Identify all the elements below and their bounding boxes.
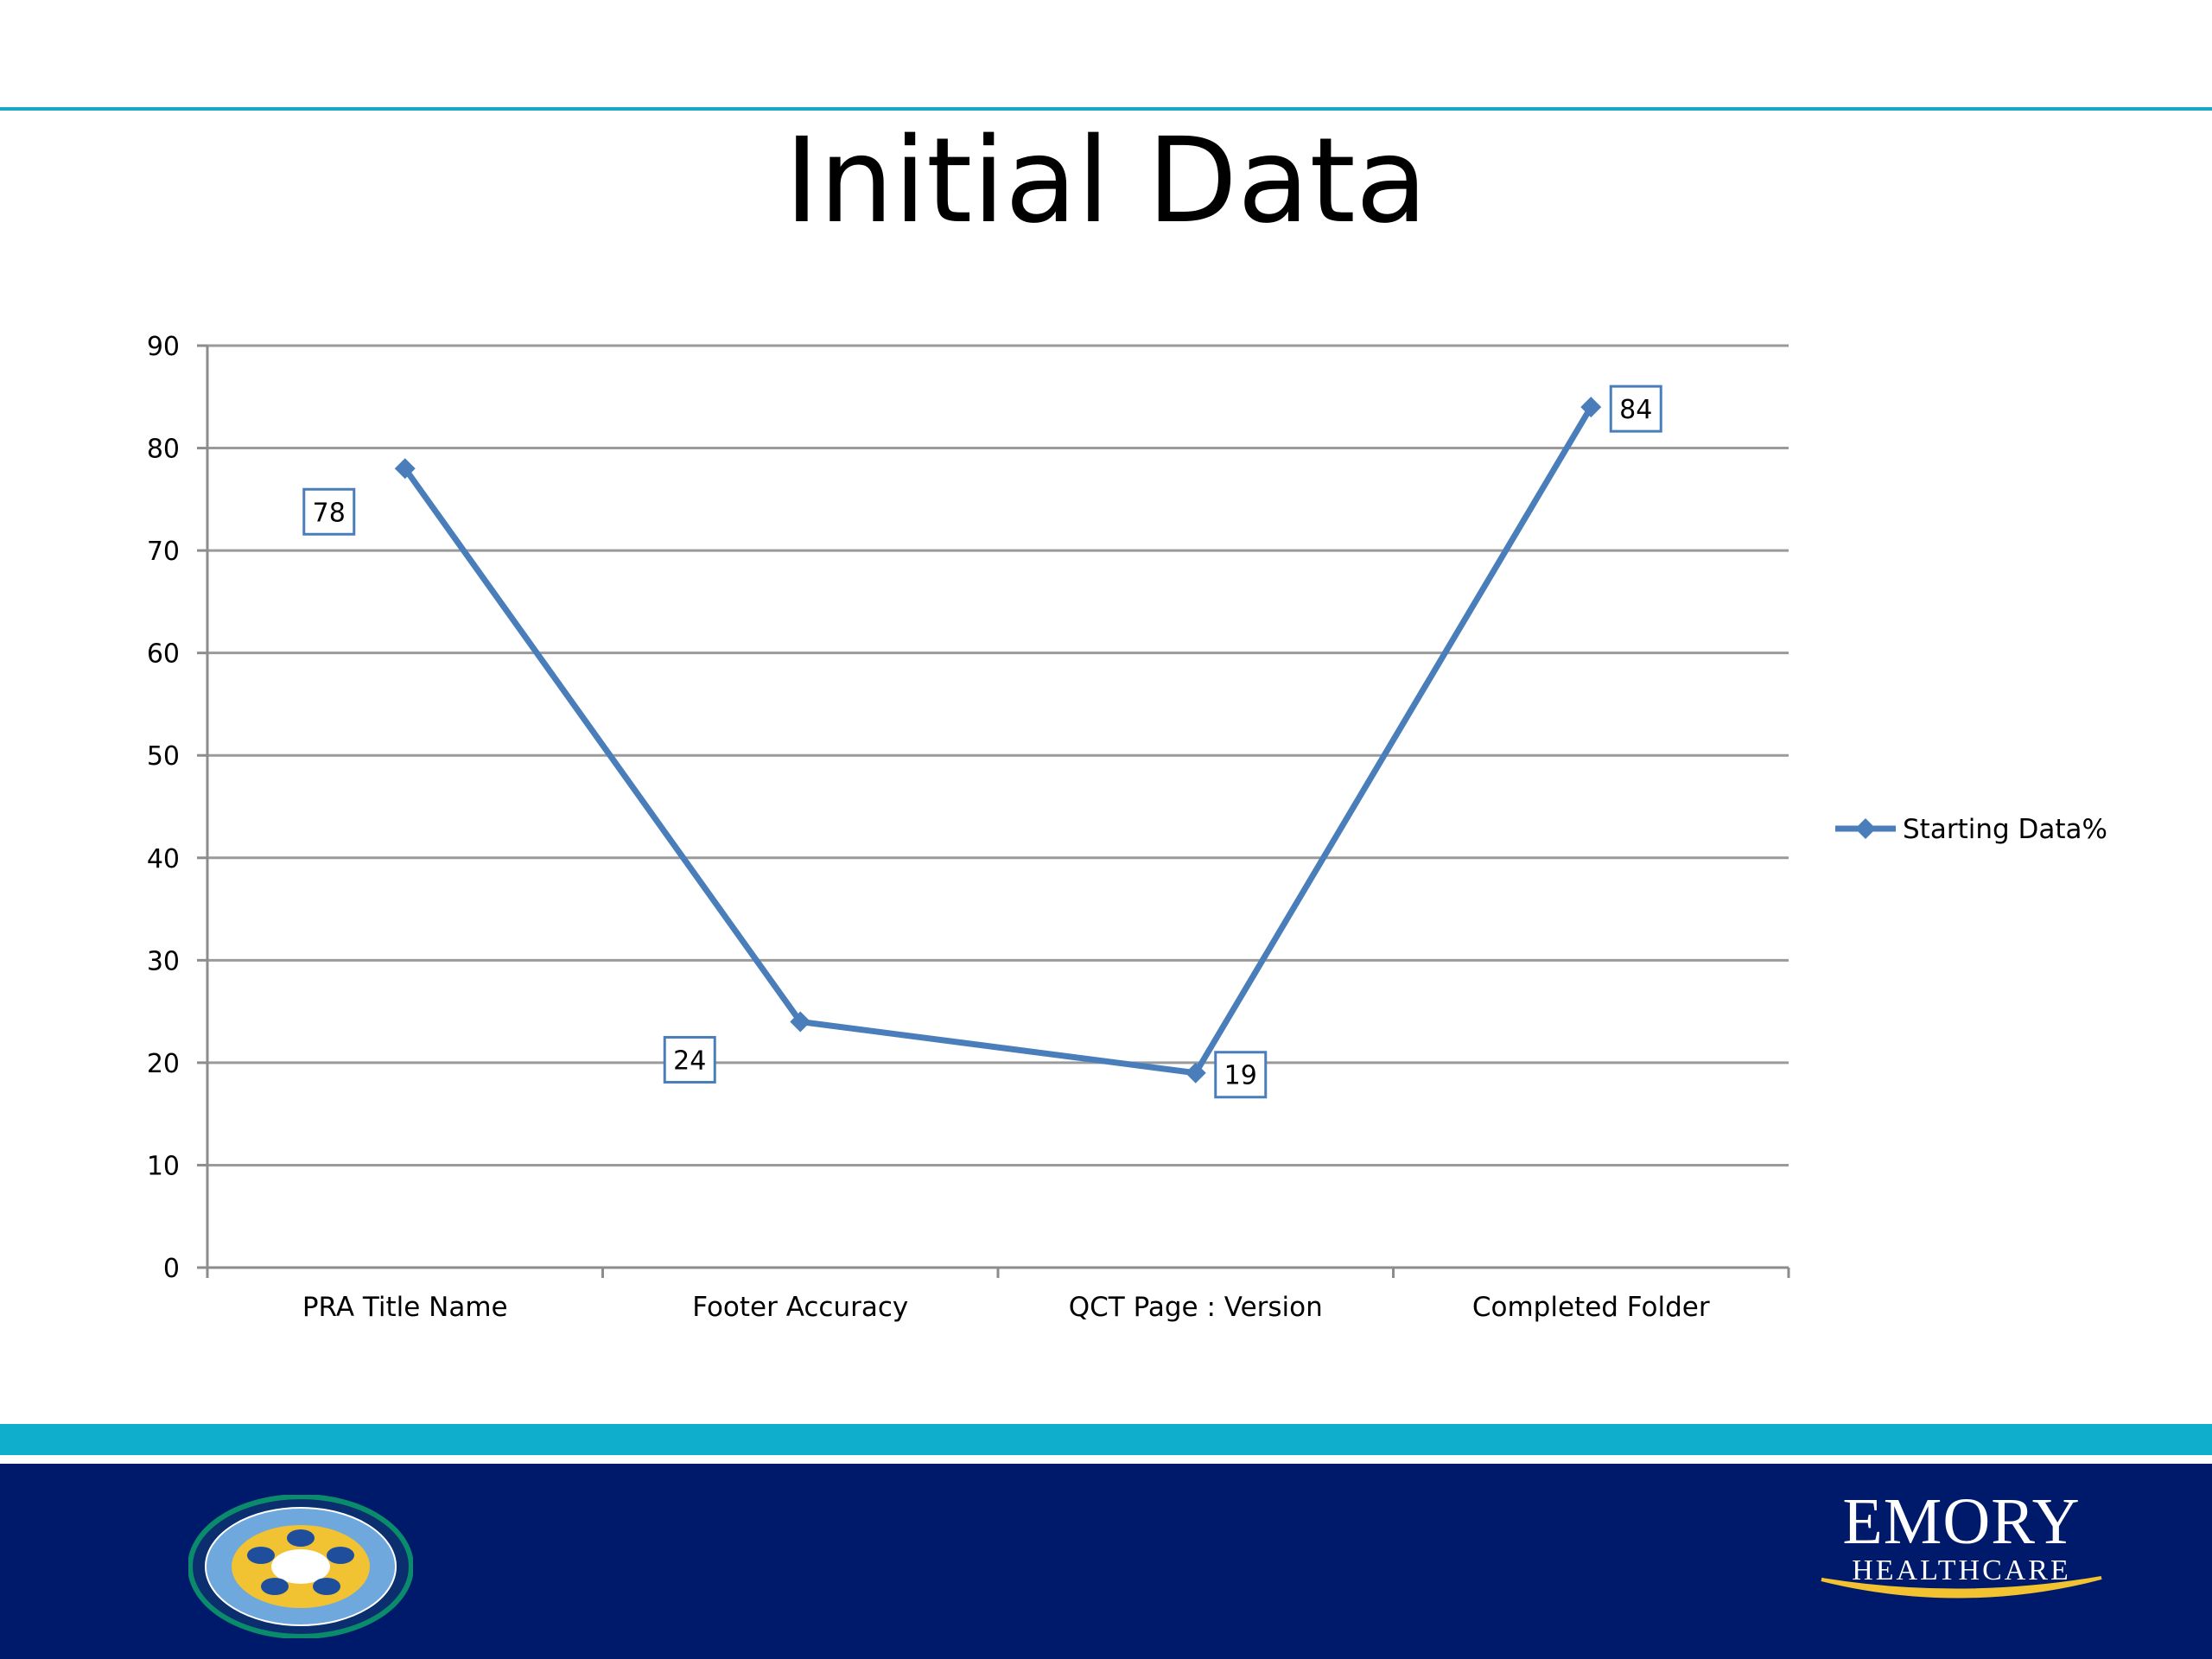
y-tick-label: 40 [147,844,180,874]
x-tick-label: QCT Page : Version [1069,1292,1323,1323]
data-point-marker [1580,397,1602,418]
data-label-box [1609,385,1662,433]
data-label-box [302,487,356,536]
y-tick-label: 70 [147,537,180,567]
emory-healthcare-logo: EMORY HEALTHCARE [1815,1484,2108,1599]
data-label: 24 [673,1046,706,1076]
footer-divider [0,1455,2212,1464]
y-tick-label: 10 [147,1151,180,1181]
top-accent-rule [0,107,2212,111]
data-label-box [663,1035,716,1084]
y-tick-label: 0 [163,1254,180,1284]
brand-name: EMORY [1842,1485,2081,1558]
slide-title: Initial Data [784,113,1428,250]
data-point-marker [1185,1062,1206,1084]
mission-values-seal-icon [188,1495,413,1638]
data-label: 84 [1619,395,1652,425]
legend-label: Starting Data% [1903,814,2107,845]
x-tick-label: Completed Folder [1472,1292,1710,1323]
data-label-box [1214,1051,1268,1099]
y-tick-label: 60 [147,639,180,670]
x-tick-label: Footer Accuracy [692,1292,908,1323]
series-line [402,405,1594,1077]
y-tick-label: 90 [147,332,180,362]
logo-swoosh [1821,1576,2102,1599]
y-tick-label: 80 [147,435,180,465]
y-tick-label: 20 [147,1049,180,1079]
data-label: 78 [313,498,346,528]
x-tick-label: PRA Title Name [302,1292,508,1323]
data-label: 19 [1224,1061,1257,1091]
y-tick-label: 30 [147,946,180,976]
y-tick-label: 50 [147,741,180,772]
footer-cyan-band [0,1424,2212,1455]
data-point-marker [394,458,416,480]
line-chart: 0 10 20 30 40 50 60 70 80 90 PRA Title Name Footer … [147,332,2107,1323]
brand-subtitle: HEALTHCARE [1852,1554,2071,1586]
data-point-marker [790,1011,811,1033]
legend-marker [1855,818,1876,839]
